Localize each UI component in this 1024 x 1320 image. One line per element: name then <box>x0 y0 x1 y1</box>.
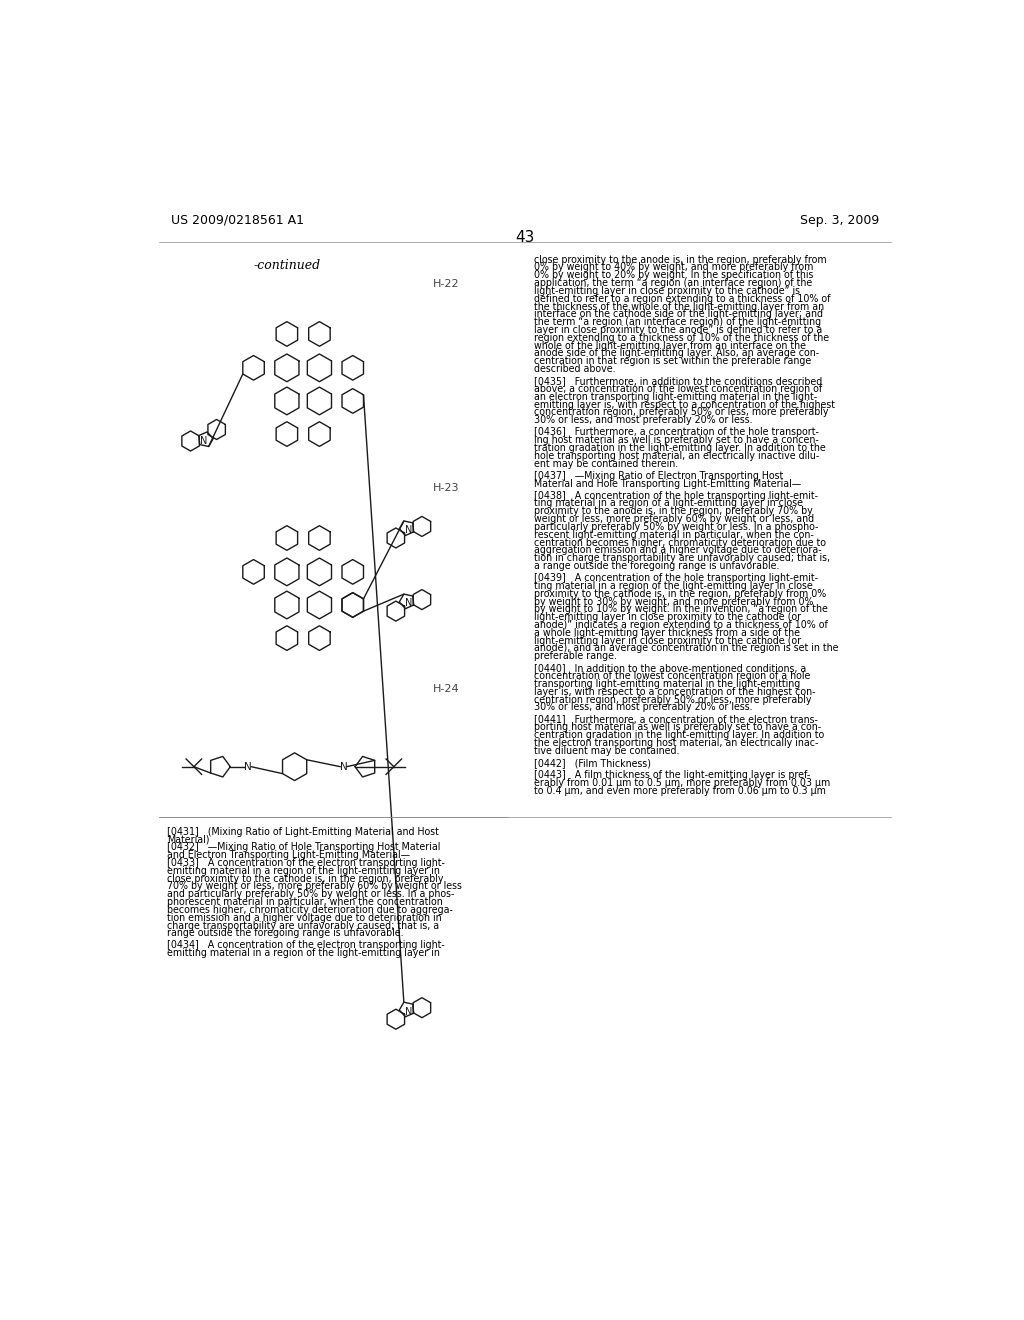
Text: by weight to 30% by weight, and more preferably from 0%: by weight to 30% by weight, and more pre… <box>535 597 814 607</box>
Text: [0439]   A concentration of the hole transporting light-emit-: [0439] A concentration of the hole trans… <box>535 573 818 583</box>
Text: tration gradation in the light-emitting layer. In addition to the: tration gradation in the light-emitting … <box>535 444 825 453</box>
Text: [0440]   In addition to the above-mentioned conditions, a: [0440] In addition to the above-mentione… <box>535 664 806 673</box>
Text: [0431]   (Mixing Ratio of Light-Emitting Material and Host: [0431] (Mixing Ratio of Light-Emitting M… <box>167 826 438 837</box>
Text: proximity to the cathode is, in the region, preferably from 0%: proximity to the cathode is, in the regi… <box>535 589 826 599</box>
Text: anode)” indicates a region extending to a thickness of 10% of: anode)” indicates a region extending to … <box>535 620 828 630</box>
Text: the thickness of the whole of the light-emitting layer from an: the thickness of the whole of the light-… <box>535 301 824 312</box>
Text: [0443]   A film thickness of the light-emitting layer is pref-: [0443] A film thickness of the light-emi… <box>535 770 810 780</box>
Text: particularly preferably 50% by weight or less. In a phospho-: particularly preferably 50% by weight or… <box>535 521 818 532</box>
Text: tion emission and a higher voltage due to deterioration in: tion emission and a higher voltage due t… <box>167 912 441 923</box>
Text: aggregation emission and a higher voltage due to deteriora-: aggregation emission and a higher voltag… <box>535 545 821 556</box>
Text: tion in charge transportability are unfavorably caused; that is,: tion in charge transportability are unfa… <box>535 553 830 564</box>
Text: an electron transporting light-emitting material in the light-: an electron transporting light-emitting … <box>535 392 817 401</box>
Text: porting host material as well is preferably set to have a con-: porting host material as well is prefera… <box>535 722 821 733</box>
Text: close proximity to the cathode is, in the region, preferably: close proximity to the cathode is, in th… <box>167 874 443 883</box>
Text: and particularly preferably 50% by weight or less. In a phos-: and particularly preferably 50% by weigh… <box>167 890 454 899</box>
Text: emitting material in a region of the light-emitting layer in: emitting material in a region of the lig… <box>167 866 439 876</box>
Text: centration gradation in the light-emitting layer. In addition to: centration gradation in the light-emitti… <box>535 730 824 741</box>
Text: concentration region, preferably 50% or less, more preferably: concentration region, preferably 50% or … <box>535 408 828 417</box>
Text: H-24: H-24 <box>432 684 459 693</box>
Text: 43: 43 <box>515 230 535 246</box>
Text: range outside the foregoing range is unfavorable.: range outside the foregoing range is unf… <box>167 928 403 939</box>
Text: a range outside the foregoing range is unfavorable.: a range outside the foregoing range is u… <box>535 561 779 572</box>
Text: erably from 0.01 μm to 0.5 μm, more preferably from 0.03 μm: erably from 0.01 μm to 0.5 μm, more pref… <box>535 777 830 788</box>
Text: anode), and an average concentration in the region is set in the: anode), and an average concentration in … <box>535 643 839 653</box>
Text: the term “a region (an interface region) of the light-emitting: the term “a region (an interface region)… <box>535 317 821 327</box>
Text: phorescent material in particular, when the concentration: phorescent material in particular, when … <box>167 898 442 907</box>
Text: 70% by weight or less, more preferably 60% by weight or less: 70% by weight or less, more preferably 6… <box>167 882 462 891</box>
Text: preferable range.: preferable range. <box>535 651 617 661</box>
Text: -continued: -continued <box>253 259 321 272</box>
Text: 0% by weight to 40% by weight, and more preferably from: 0% by weight to 40% by weight, and more … <box>535 263 813 272</box>
Text: H-23: H-23 <box>432 483 459 494</box>
Text: [0438]   A concentration of the hole transporting light-emit-: [0438] A concentration of the hole trans… <box>535 491 818 500</box>
Text: by weight to 10% by weight. In the invention, “a region of the: by weight to 10% by weight. In the inven… <box>535 605 828 614</box>
Text: layer in close proximity to the anode” is defined to refer to a: layer in close proximity to the anode” i… <box>535 325 822 335</box>
Text: ting material in a region of a light-emitting layer in close: ting material in a region of a light-emi… <box>535 499 803 508</box>
Text: defined to refer to a region extending to a thickness of 10% of: defined to refer to a region extending t… <box>535 294 830 304</box>
Text: a whole light-emitting layer thickness from a side of the: a whole light-emitting layer thickness f… <box>535 628 800 638</box>
Text: interface on the cathode side of the light-emitting layer; and: interface on the cathode side of the lig… <box>535 309 823 319</box>
Text: [0437]   —Mixing Ratio of Electron Transporting Host: [0437] —Mixing Ratio of Electron Transpo… <box>535 471 783 480</box>
Text: centration becomes higher, chromaticity deterioration due to: centration becomes higher, chromaticity … <box>535 537 826 548</box>
Text: layer is, with respect to a concentration of the highest con-: layer is, with respect to a concentratio… <box>535 686 815 697</box>
Text: ting material in a region of the light-emitting layer in close: ting material in a region of the light-e… <box>535 581 813 591</box>
Text: whole of the light-emitting layer from an interface on the: whole of the light-emitting layer from a… <box>535 341 806 351</box>
Text: US 2009/0218561 A1: US 2009/0218561 A1 <box>171 214 304 227</box>
Text: application, the term “a region (an interface region) of the: application, the term “a region (an inte… <box>535 279 812 288</box>
Text: 30% or less, and most preferably 20% or less.: 30% or less, and most preferably 20% or … <box>535 416 753 425</box>
Text: charge transportability are unfavorably caused; that is, a: charge transportability are unfavorably … <box>167 920 439 931</box>
Text: hole transporting host material, an electrically inactive dilu-: hole transporting host material, an elec… <box>535 451 819 461</box>
Text: N: N <box>340 762 347 772</box>
Text: ing host material as well is preferably set to have a concen-: ing host material as well is preferably … <box>535 436 819 445</box>
Text: N: N <box>404 1007 413 1016</box>
Text: H-22: H-22 <box>432 280 459 289</box>
Text: N: N <box>201 436 208 446</box>
Text: [0436]   Furthermore, a concentration of the hole transport-: [0436] Furthermore, a concentration of t… <box>535 428 819 437</box>
Text: region extending to a thickness of 10% of the thickness of the: region extending to a thickness of 10% o… <box>535 333 829 343</box>
Text: concentration of the lowest concentration region of a hole: concentration of the lowest concentratio… <box>535 671 810 681</box>
Text: light-emitting layer in close proximity to the cathode (or: light-emitting layer in close proximity … <box>535 636 801 645</box>
Text: Material): Material) <box>167 834 209 845</box>
Text: Material and Hole Transporting Light-Emitting Material—: Material and Hole Transporting Light-Emi… <box>535 479 802 488</box>
Text: transporting light-emitting material in the light-emitting: transporting light-emitting material in … <box>535 678 801 689</box>
Text: centration in that region is set within the preferable range: centration in that region is set within … <box>535 356 811 366</box>
Text: [0434]   A concentration of the electron transporting light-: [0434] A concentration of the electron t… <box>167 940 444 950</box>
Text: tive diluent may be contained.: tive diluent may be contained. <box>535 746 680 756</box>
Text: and Electron Transporting Light-Emitting Material—: and Electron Transporting Light-Emitting… <box>167 850 410 861</box>
Text: proximity to the anode is, in the region, preferably 70% by: proximity to the anode is, in the region… <box>535 507 813 516</box>
Text: anode side of the light-emitting layer. Also, an average con-: anode side of the light-emitting layer. … <box>535 348 819 359</box>
Text: weight or less, more preferably 60% by weight or less, and: weight or less, more preferably 60% by w… <box>535 513 814 524</box>
Text: light-emitting layer in close proximity to the cathode (or: light-emitting layer in close proximity … <box>535 612 801 622</box>
Text: becomes higher, chromaticity deterioration due to aggrega-: becomes higher, chromaticity deteriorati… <box>167 906 453 915</box>
Text: 0% by weight to 20% by weight. In the specification of this: 0% by weight to 20% by weight. In the sp… <box>535 271 813 280</box>
Text: rescent light-emitting material in particular, when the con-: rescent light-emitting material in parti… <box>535 529 814 540</box>
Text: [0441]   Furthermore, a concentration of the electron trans-: [0441] Furthermore, a concentration of t… <box>535 714 818 725</box>
Text: [0442]   (Film Thickness): [0442] (Film Thickness) <box>535 758 651 768</box>
Text: 30% or less, and most preferably 20% or less.: 30% or less, and most preferably 20% or … <box>535 702 753 713</box>
Text: to 0.4 μm, and even more preferably from 0.06 μm to 0.3 μm: to 0.4 μm, and even more preferably from… <box>535 785 826 796</box>
Text: emitting material in a region of the light-emitting layer in: emitting material in a region of the lig… <box>167 948 439 958</box>
Text: N: N <box>404 525 413 536</box>
Text: the electron transporting host material, an electrically inac-: the electron transporting host material,… <box>535 738 818 748</box>
Text: close proximity to the anode is, in the region, preferably from: close proximity to the anode is, in the … <box>535 255 826 264</box>
Text: [0435]   Furthermore, in addition to the conditions described: [0435] Furthermore, in addition to the c… <box>535 376 822 387</box>
Text: centration region, preferably 50% or less, more preferably: centration region, preferably 50% or les… <box>535 694 812 705</box>
Text: N: N <box>404 598 413 609</box>
Text: ent may be contained therein.: ent may be contained therein. <box>535 458 678 469</box>
Text: N: N <box>245 762 252 772</box>
Text: above, a concentration of the lowest concentration region of: above, a concentration of the lowest con… <box>535 384 822 393</box>
Text: emitting layer is, with respect to a concentration of the highest: emitting layer is, with respect to a con… <box>535 400 836 409</box>
Text: [0432]   —Mixing Ratio of Hole Transporting Host Material: [0432] —Mixing Ratio of Hole Transportin… <box>167 842 440 853</box>
Text: [0433]   A concentration of the electron transporting light-: [0433] A concentration of the electron t… <box>167 858 444 869</box>
Text: Sep. 3, 2009: Sep. 3, 2009 <box>801 214 880 227</box>
Text: described above.: described above. <box>535 364 615 374</box>
Text: light-emitting layer in close proximity to the cathode” is: light-emitting layer in close proximity … <box>535 286 800 296</box>
